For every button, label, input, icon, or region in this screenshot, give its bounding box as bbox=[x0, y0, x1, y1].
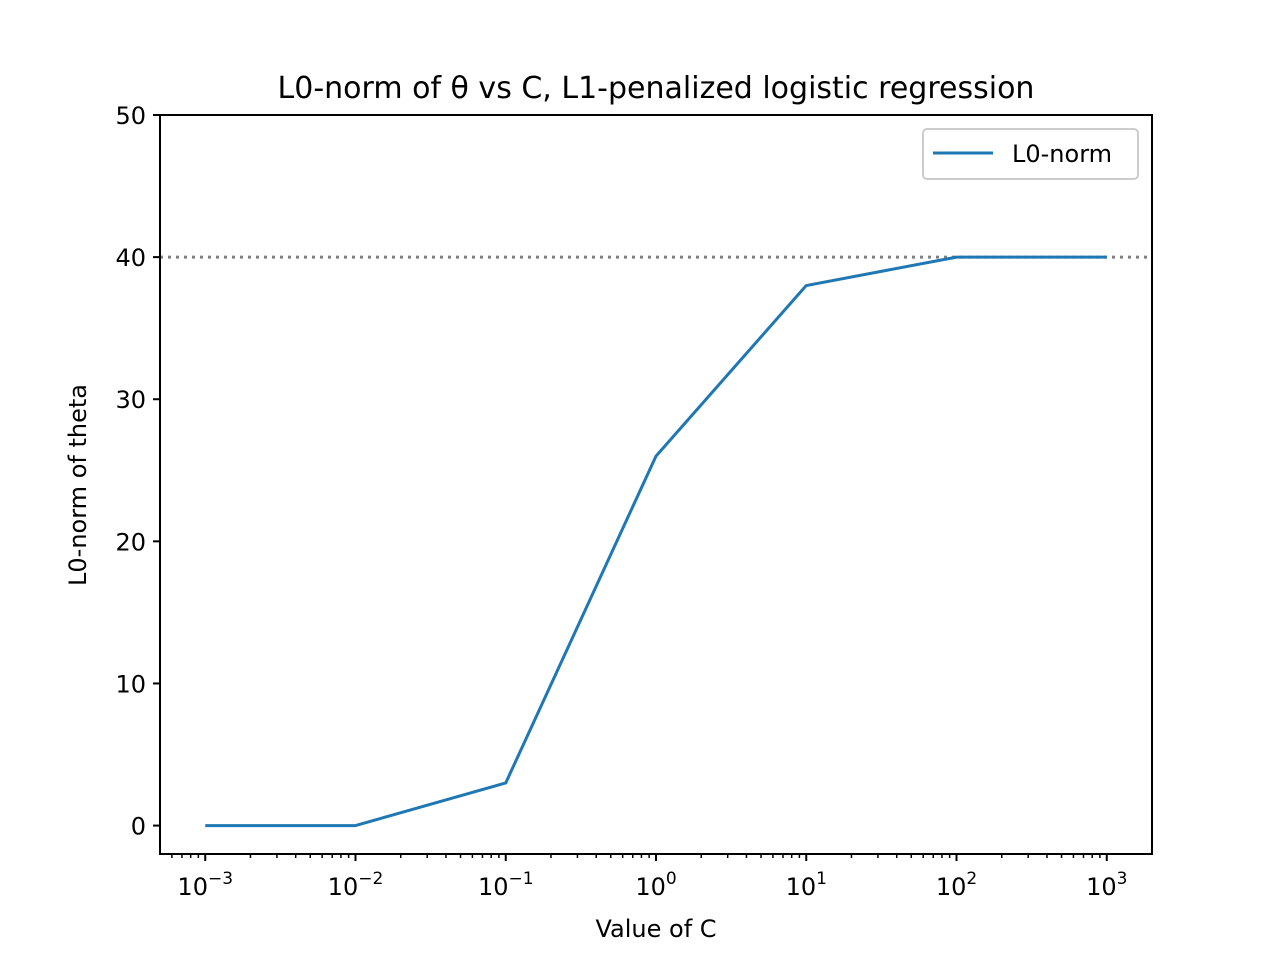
x-axis-label: Value of C bbox=[595, 915, 716, 943]
y-axis-label: L0-norm of theta bbox=[64, 384, 92, 586]
y-tick-label: 10 bbox=[115, 670, 146, 698]
x-tick-label: 10−2 bbox=[328, 869, 384, 901]
x-tick-label: 102 bbox=[936, 869, 977, 901]
y-tick-label: 20 bbox=[115, 528, 146, 556]
legend: L0-norm bbox=[922, 128, 1139, 180]
y-tick-label: 40 bbox=[115, 244, 146, 272]
series-line-0 bbox=[205, 255, 1107, 828]
x-tick-label: 101 bbox=[786, 869, 827, 901]
y-tick-label: 30 bbox=[115, 386, 146, 414]
legend-box bbox=[922, 128, 1139, 180]
x-tick-label: 10−1 bbox=[478, 869, 534, 901]
x-tick-label: 10−3 bbox=[177, 869, 233, 901]
chart-title: L0-norm of θ vs C, L1-penalized logistic… bbox=[278, 71, 1035, 106]
x-tick-label: 103 bbox=[1086, 869, 1127, 901]
plot-area: 0 10 20 30 40 50 10−3 10−2 10−1 100 101 102 103 L0-no… bbox=[115, 102, 1153, 901]
legend-label: L0-norm bbox=[1012, 140, 1112, 168]
y-tick-label: 0 bbox=[131, 813, 146, 841]
y-tick-label: 50 bbox=[115, 102, 146, 130]
x-tick-label: 100 bbox=[635, 869, 676, 901]
